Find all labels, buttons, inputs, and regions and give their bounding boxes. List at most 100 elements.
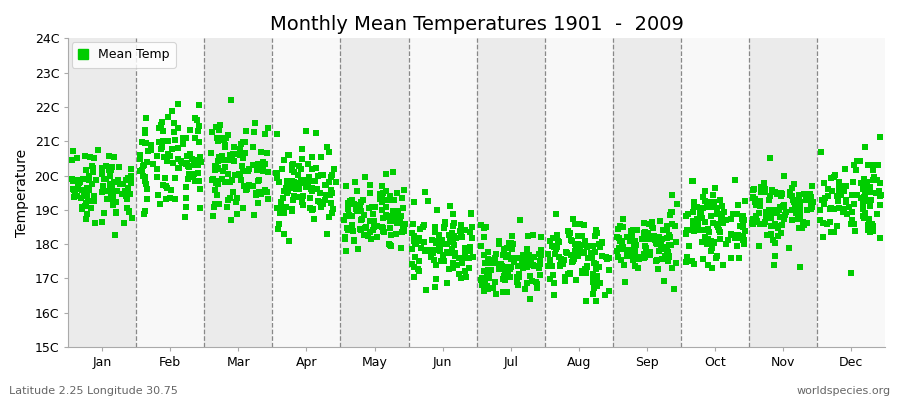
- Point: [174, 158, 188, 164]
- Point: [753, 189, 768, 196]
- Point: [836, 182, 850, 189]
- Point: [523, 296, 537, 302]
- Point: [854, 195, 868, 201]
- Point: [463, 244, 477, 250]
- Point: [79, 216, 94, 222]
- Point: [488, 279, 502, 285]
- Point: [194, 159, 208, 165]
- Point: [363, 190, 377, 196]
- Point: [824, 205, 839, 212]
- Point: [125, 215, 140, 222]
- Point: [323, 187, 338, 193]
- Point: [107, 179, 122, 185]
- Point: [728, 235, 742, 241]
- Point: [686, 209, 700, 216]
- Point: [737, 217, 751, 224]
- Point: [101, 188, 115, 194]
- Point: [736, 233, 751, 240]
- Point: [862, 229, 877, 235]
- Point: [589, 261, 603, 267]
- Point: [624, 234, 638, 241]
- Point: [613, 223, 627, 229]
- Point: [144, 147, 158, 154]
- Point: [687, 228, 701, 234]
- Point: [704, 247, 718, 254]
- Point: [323, 174, 338, 181]
- Point: [478, 278, 492, 285]
- Point: [339, 225, 354, 232]
- Point: [832, 188, 846, 194]
- Point: [701, 262, 716, 268]
- Point: [524, 257, 538, 263]
- Point: [141, 148, 156, 154]
- Point: [627, 240, 642, 246]
- Point: [187, 178, 202, 184]
- Point: [152, 125, 166, 132]
- Point: [385, 210, 400, 216]
- Point: [344, 226, 358, 232]
- Point: [590, 283, 605, 289]
- Point: [598, 291, 612, 298]
- Point: [661, 249, 675, 256]
- Point: [104, 167, 118, 174]
- Point: [325, 172, 339, 178]
- Point: [578, 266, 592, 272]
- Point: [669, 260, 683, 267]
- Point: [458, 245, 473, 251]
- Point: [429, 262, 444, 268]
- Point: [166, 120, 181, 126]
- Point: [410, 240, 424, 246]
- Point: [572, 221, 587, 227]
- Point: [210, 192, 224, 198]
- Point: [108, 232, 122, 238]
- Point: [311, 198, 326, 204]
- Point: [233, 177, 248, 184]
- Point: [645, 219, 660, 226]
- Point: [833, 191, 848, 197]
- Point: [616, 246, 630, 252]
- Point: [701, 204, 716, 210]
- Point: [203, 150, 218, 156]
- Point: [370, 223, 384, 229]
- Point: [762, 209, 777, 216]
- Point: [868, 189, 883, 196]
- Point: [231, 171, 246, 177]
- Point: [100, 196, 114, 202]
- Point: [516, 265, 530, 271]
- Point: [408, 199, 422, 206]
- Point: [226, 150, 240, 157]
- Point: [216, 168, 230, 174]
- Point: [660, 227, 674, 233]
- Point: [396, 220, 410, 227]
- Point: [753, 184, 768, 190]
- Point: [366, 218, 381, 224]
- Point: [188, 134, 202, 141]
- Point: [298, 180, 312, 186]
- Point: [418, 286, 433, 293]
- Point: [746, 187, 760, 193]
- Point: [353, 202, 367, 208]
- Point: [294, 156, 309, 162]
- Point: [733, 223, 747, 229]
- Point: [764, 231, 778, 238]
- Point: [390, 190, 404, 196]
- Point: [592, 244, 607, 250]
- Point: [482, 275, 497, 282]
- Point: [152, 139, 166, 145]
- Point: [454, 260, 469, 266]
- Point: [310, 130, 324, 136]
- Point: [236, 205, 250, 211]
- Point: [73, 179, 87, 185]
- Point: [158, 183, 173, 189]
- Point: [274, 210, 288, 216]
- Point: [696, 194, 710, 200]
- Point: [613, 238, 627, 244]
- Point: [227, 144, 241, 150]
- Point: [731, 202, 745, 208]
- Point: [799, 197, 814, 203]
- Point: [532, 265, 546, 271]
- Point: [551, 238, 565, 244]
- Point: [425, 237, 439, 243]
- Point: [354, 227, 368, 233]
- Point: [504, 256, 518, 262]
